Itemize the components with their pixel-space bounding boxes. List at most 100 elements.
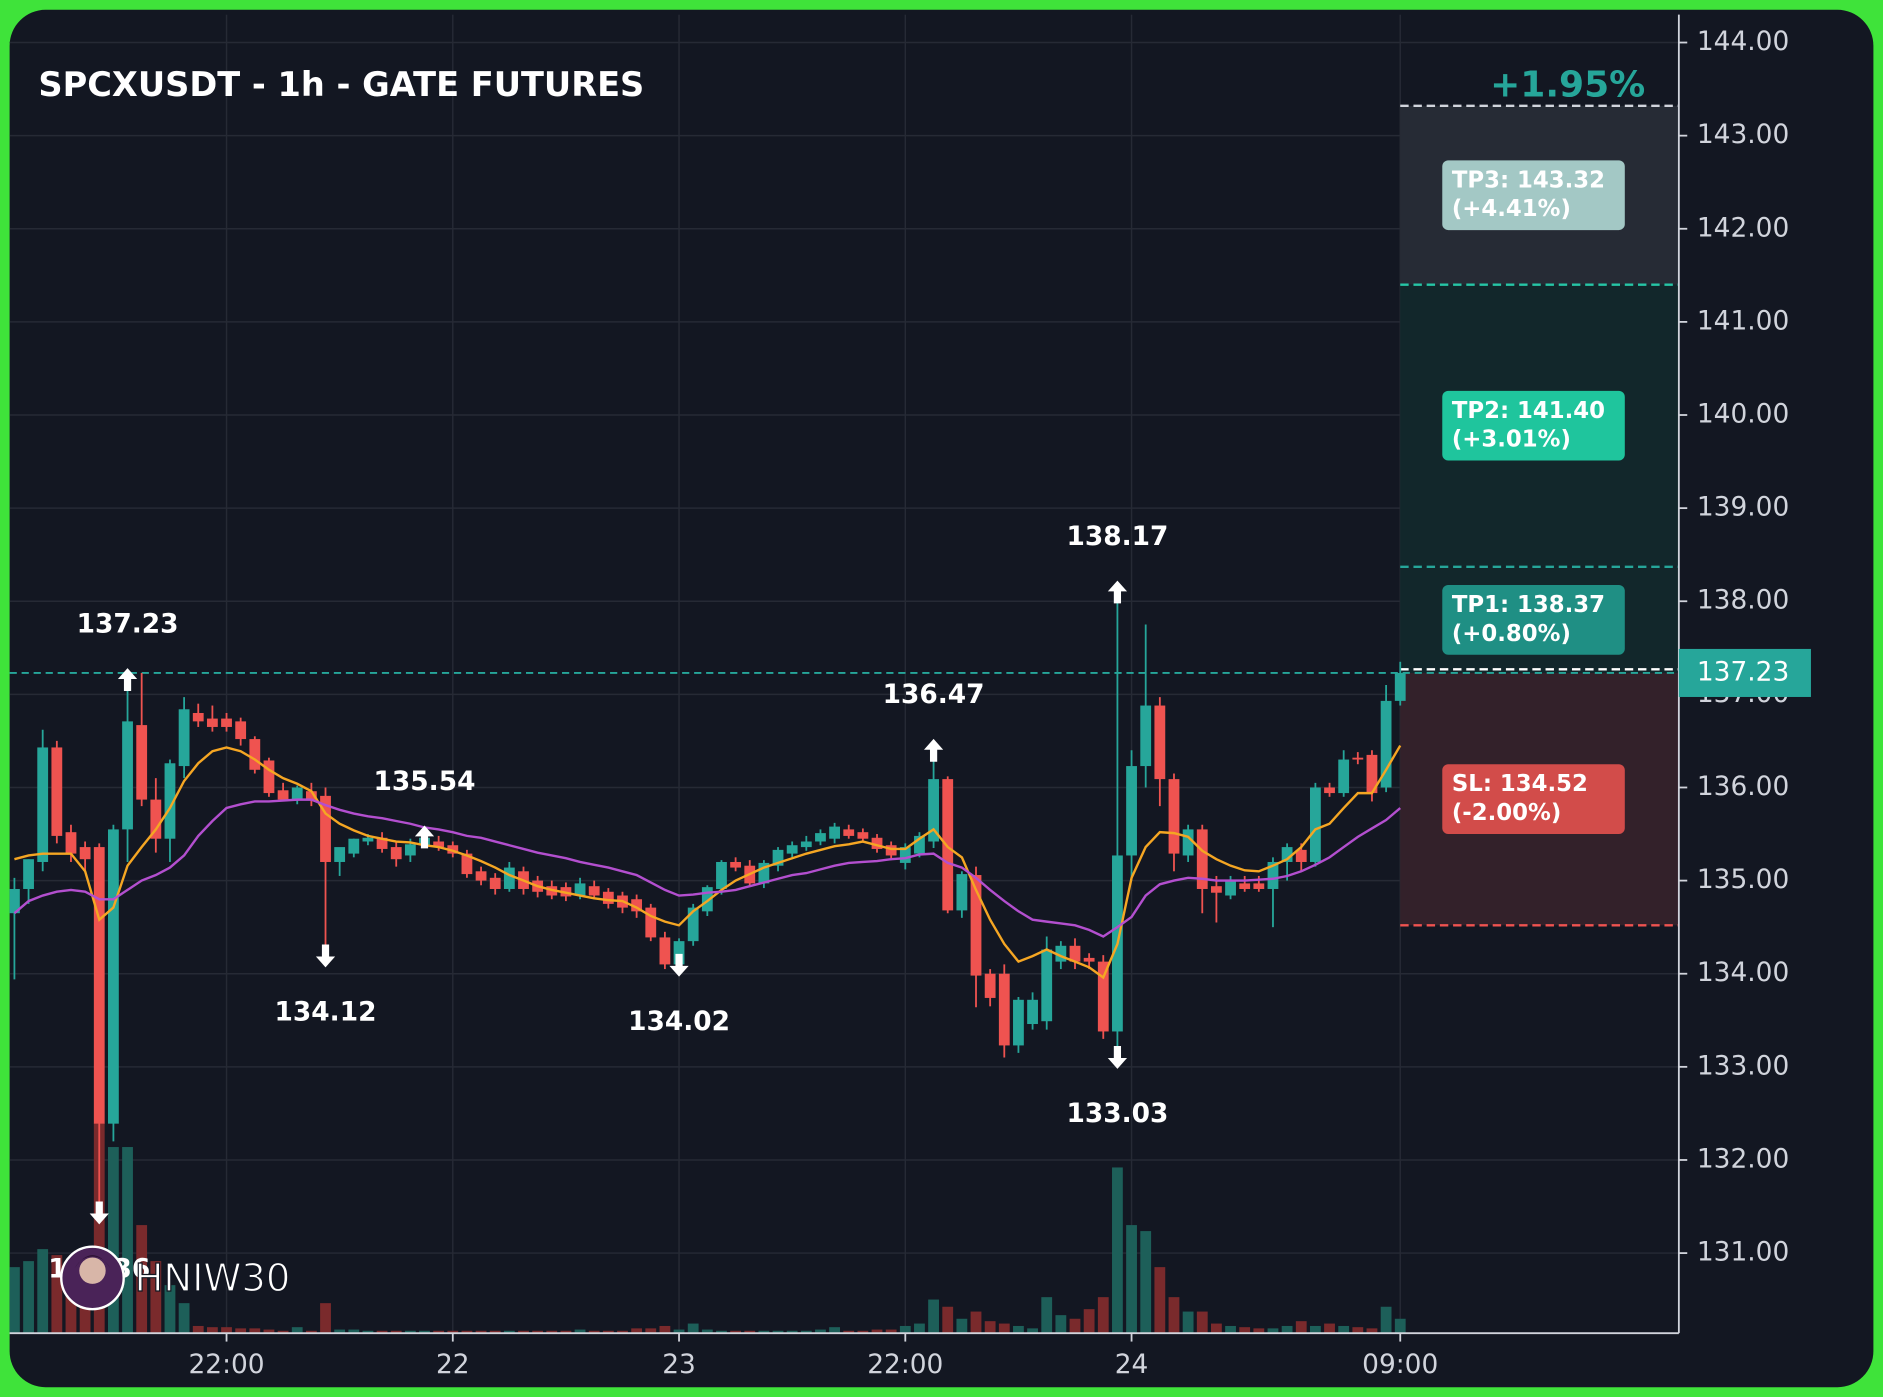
volume-bar xyxy=(956,1318,968,1334)
candle-body xyxy=(192,712,204,722)
volume-bar xyxy=(1140,1231,1152,1334)
volume-bar xyxy=(23,1261,34,1334)
y-tick-label: 136.00 xyxy=(1697,771,1789,802)
level-box xyxy=(1442,585,1625,655)
candle-body xyxy=(829,826,841,839)
volume-bar xyxy=(772,1330,784,1334)
candle-body xyxy=(1225,880,1236,896)
candle-body xyxy=(221,718,232,727)
volume-bar xyxy=(1126,1225,1137,1334)
candle-body xyxy=(107,829,119,1124)
candle-body xyxy=(984,973,996,998)
volume-bar xyxy=(574,1329,586,1334)
level-box xyxy=(1442,764,1625,834)
y-tick-label: 138.00 xyxy=(1697,585,1789,616)
swing-high-label: 137.23 xyxy=(77,608,179,639)
watermark-text: HNIW30 xyxy=(135,1256,291,1301)
volume-bar xyxy=(1295,1321,1307,1334)
volume-bar xyxy=(178,1303,190,1334)
volume-bar xyxy=(730,1330,742,1334)
candle-body xyxy=(348,838,360,854)
swing-arrow xyxy=(414,825,435,849)
volume-bar xyxy=(1309,1325,1321,1334)
candle-body xyxy=(673,941,685,965)
volume-bar xyxy=(1069,1318,1081,1334)
swing-arrow xyxy=(1107,580,1128,604)
volume-bar xyxy=(1055,1315,1067,1334)
volume-bar xyxy=(9,1267,20,1334)
volume-bar xyxy=(532,1330,544,1334)
y-tick-label: 133.00 xyxy=(1697,1050,1789,1081)
volume-bar xyxy=(1083,1309,1095,1334)
volume-bar xyxy=(1225,1325,1236,1334)
volume-bar xyxy=(758,1330,770,1334)
volume-bar xyxy=(192,1325,204,1334)
volume-bar xyxy=(899,1325,911,1334)
swing-arrow xyxy=(923,738,944,762)
candle-body xyxy=(489,877,501,889)
volume-bar xyxy=(206,1327,218,1334)
candle-body xyxy=(1324,787,1335,794)
candle-body xyxy=(574,883,586,896)
candle-body xyxy=(659,937,671,965)
volume-bar xyxy=(659,1325,671,1334)
candle-body xyxy=(1196,829,1208,889)
volume-bar xyxy=(546,1330,558,1334)
level-change: (+4.41%) xyxy=(1452,196,1571,222)
volume-bar xyxy=(51,1255,63,1334)
volume-bar xyxy=(433,1330,445,1334)
watermark: HNIW30 xyxy=(60,1245,291,1311)
volume-bar xyxy=(1380,1306,1392,1334)
volume-bar xyxy=(291,1327,303,1334)
volume-bar xyxy=(1338,1325,1350,1334)
y-tick-label: 141.00 xyxy=(1697,305,1789,336)
volume-bar xyxy=(1352,1327,1364,1334)
y-tick-label: 134.00 xyxy=(1697,957,1789,988)
axis-layer: 131.00 132.00 133.00 134.00 135.00 136.00 137.… xyxy=(9,14,1811,1380)
candle-body xyxy=(998,973,1010,1046)
volume-bar xyxy=(871,1329,883,1334)
volume-bar xyxy=(1196,1311,1208,1334)
moving-average-line xyxy=(14,744,1402,980)
candle-body xyxy=(588,886,600,896)
volume-bar xyxy=(1027,1328,1038,1334)
candle-body xyxy=(815,833,826,842)
candle-body xyxy=(475,871,487,881)
level-box xyxy=(1442,160,1625,231)
swing-arrow xyxy=(669,953,689,977)
swing-arrow xyxy=(117,668,138,691)
volume-bar xyxy=(1041,1297,1053,1334)
candle-body xyxy=(1338,759,1350,794)
volume-bar xyxy=(390,1330,402,1334)
candle-body xyxy=(93,847,105,1124)
candle-body xyxy=(164,763,176,839)
pnl-label: +1.95% xyxy=(1490,65,1645,106)
candle-body xyxy=(1140,705,1152,767)
candle-body xyxy=(730,861,742,868)
volume-bar xyxy=(37,1249,49,1334)
candle-body xyxy=(1182,829,1194,856)
level-box xyxy=(1442,390,1625,461)
volume-bar xyxy=(1281,1325,1293,1334)
candle-body xyxy=(857,832,869,839)
level-change: (+3.01%) xyxy=(1452,427,1571,453)
swing-high-label: 136.47 xyxy=(883,679,985,710)
y-tick-label: 144.00 xyxy=(1697,26,1789,57)
level-label: TP3: 143.32 xyxy=(1452,167,1605,193)
moving-average-layer xyxy=(13,744,1402,980)
candle-body xyxy=(1309,787,1321,862)
swing-arrow xyxy=(315,944,336,968)
candle-body xyxy=(1069,945,1081,962)
candle-body xyxy=(334,847,346,862)
volume-bar xyxy=(475,1330,487,1334)
candle-body xyxy=(800,841,812,848)
y-tick-label: 142.00 xyxy=(1697,212,1789,243)
x-tick-label: 24 xyxy=(1115,1349,1149,1380)
volume-bar xyxy=(150,1261,162,1334)
level-label: TP2: 141.40 xyxy=(1452,398,1605,424)
candle-body xyxy=(79,847,91,860)
candle-body xyxy=(1013,999,1024,1046)
volume-bar xyxy=(277,1330,289,1334)
volume-bar xyxy=(1253,1328,1265,1334)
